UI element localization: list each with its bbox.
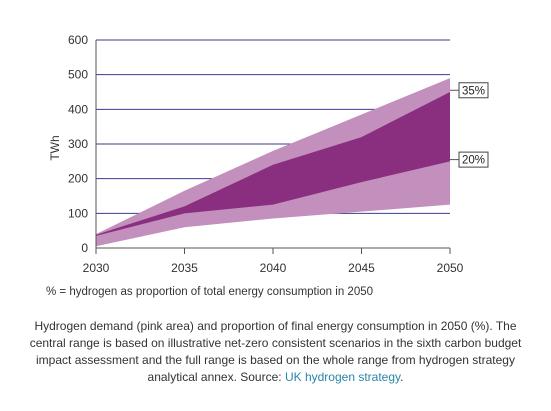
area-series — [96, 78, 450, 247]
x-tick-label: 2050 — [437, 261, 464, 275]
annotation-box — [458, 82, 489, 99]
x-tick-label: 2030 — [83, 261, 110, 275]
x-tick-label: 2045 — [348, 261, 375, 275]
y-tick-label: 100 — [68, 206, 88, 220]
tick-labels: 0 100 200 300 400 500 600 2030 2035 2040 2045 2050 — [68, 33, 464, 275]
x-tick-label: 2035 — [171, 261, 198, 275]
central-range-area — [96, 92, 450, 236]
caption-text: Hydrogen demand (pink area) and proporti… — [29, 319, 522, 384]
y-tick-label: 500 — [68, 68, 88, 82]
annotation-label: 35% — [462, 85, 485, 97]
y-tick-label: 600 — [68, 33, 88, 47]
grid-lines — [96, 39, 450, 214]
y-tick-label: 0 — [81, 241, 88, 255]
annotation-box — [458, 151, 489, 168]
y-tick-label: 400 — [68, 102, 88, 116]
y-axis-label: TWh — [48, 135, 62, 160]
caption-end: . — [400, 370, 404, 384]
axes — [95, 40, 451, 254]
annotation-label: 20% — [462, 155, 485, 167]
percentage-annotations: 35% 20% — [450, 82, 489, 168]
x-tick-label: 2040 — [260, 261, 287, 275]
source-link[interactable]: UK hydrogen strategy — [284, 370, 401, 384]
figure-caption: Hydrogen demand (pink area) and proporti… — [20, 318, 531, 386]
percentage-note: % = hydrogen as proportion of total ener… — [46, 286, 374, 298]
y-tick-label: 200 — [68, 172, 88, 186]
full-range-area — [96, 78, 450, 247]
y-tick-label: 300 — [68, 137, 88, 151]
